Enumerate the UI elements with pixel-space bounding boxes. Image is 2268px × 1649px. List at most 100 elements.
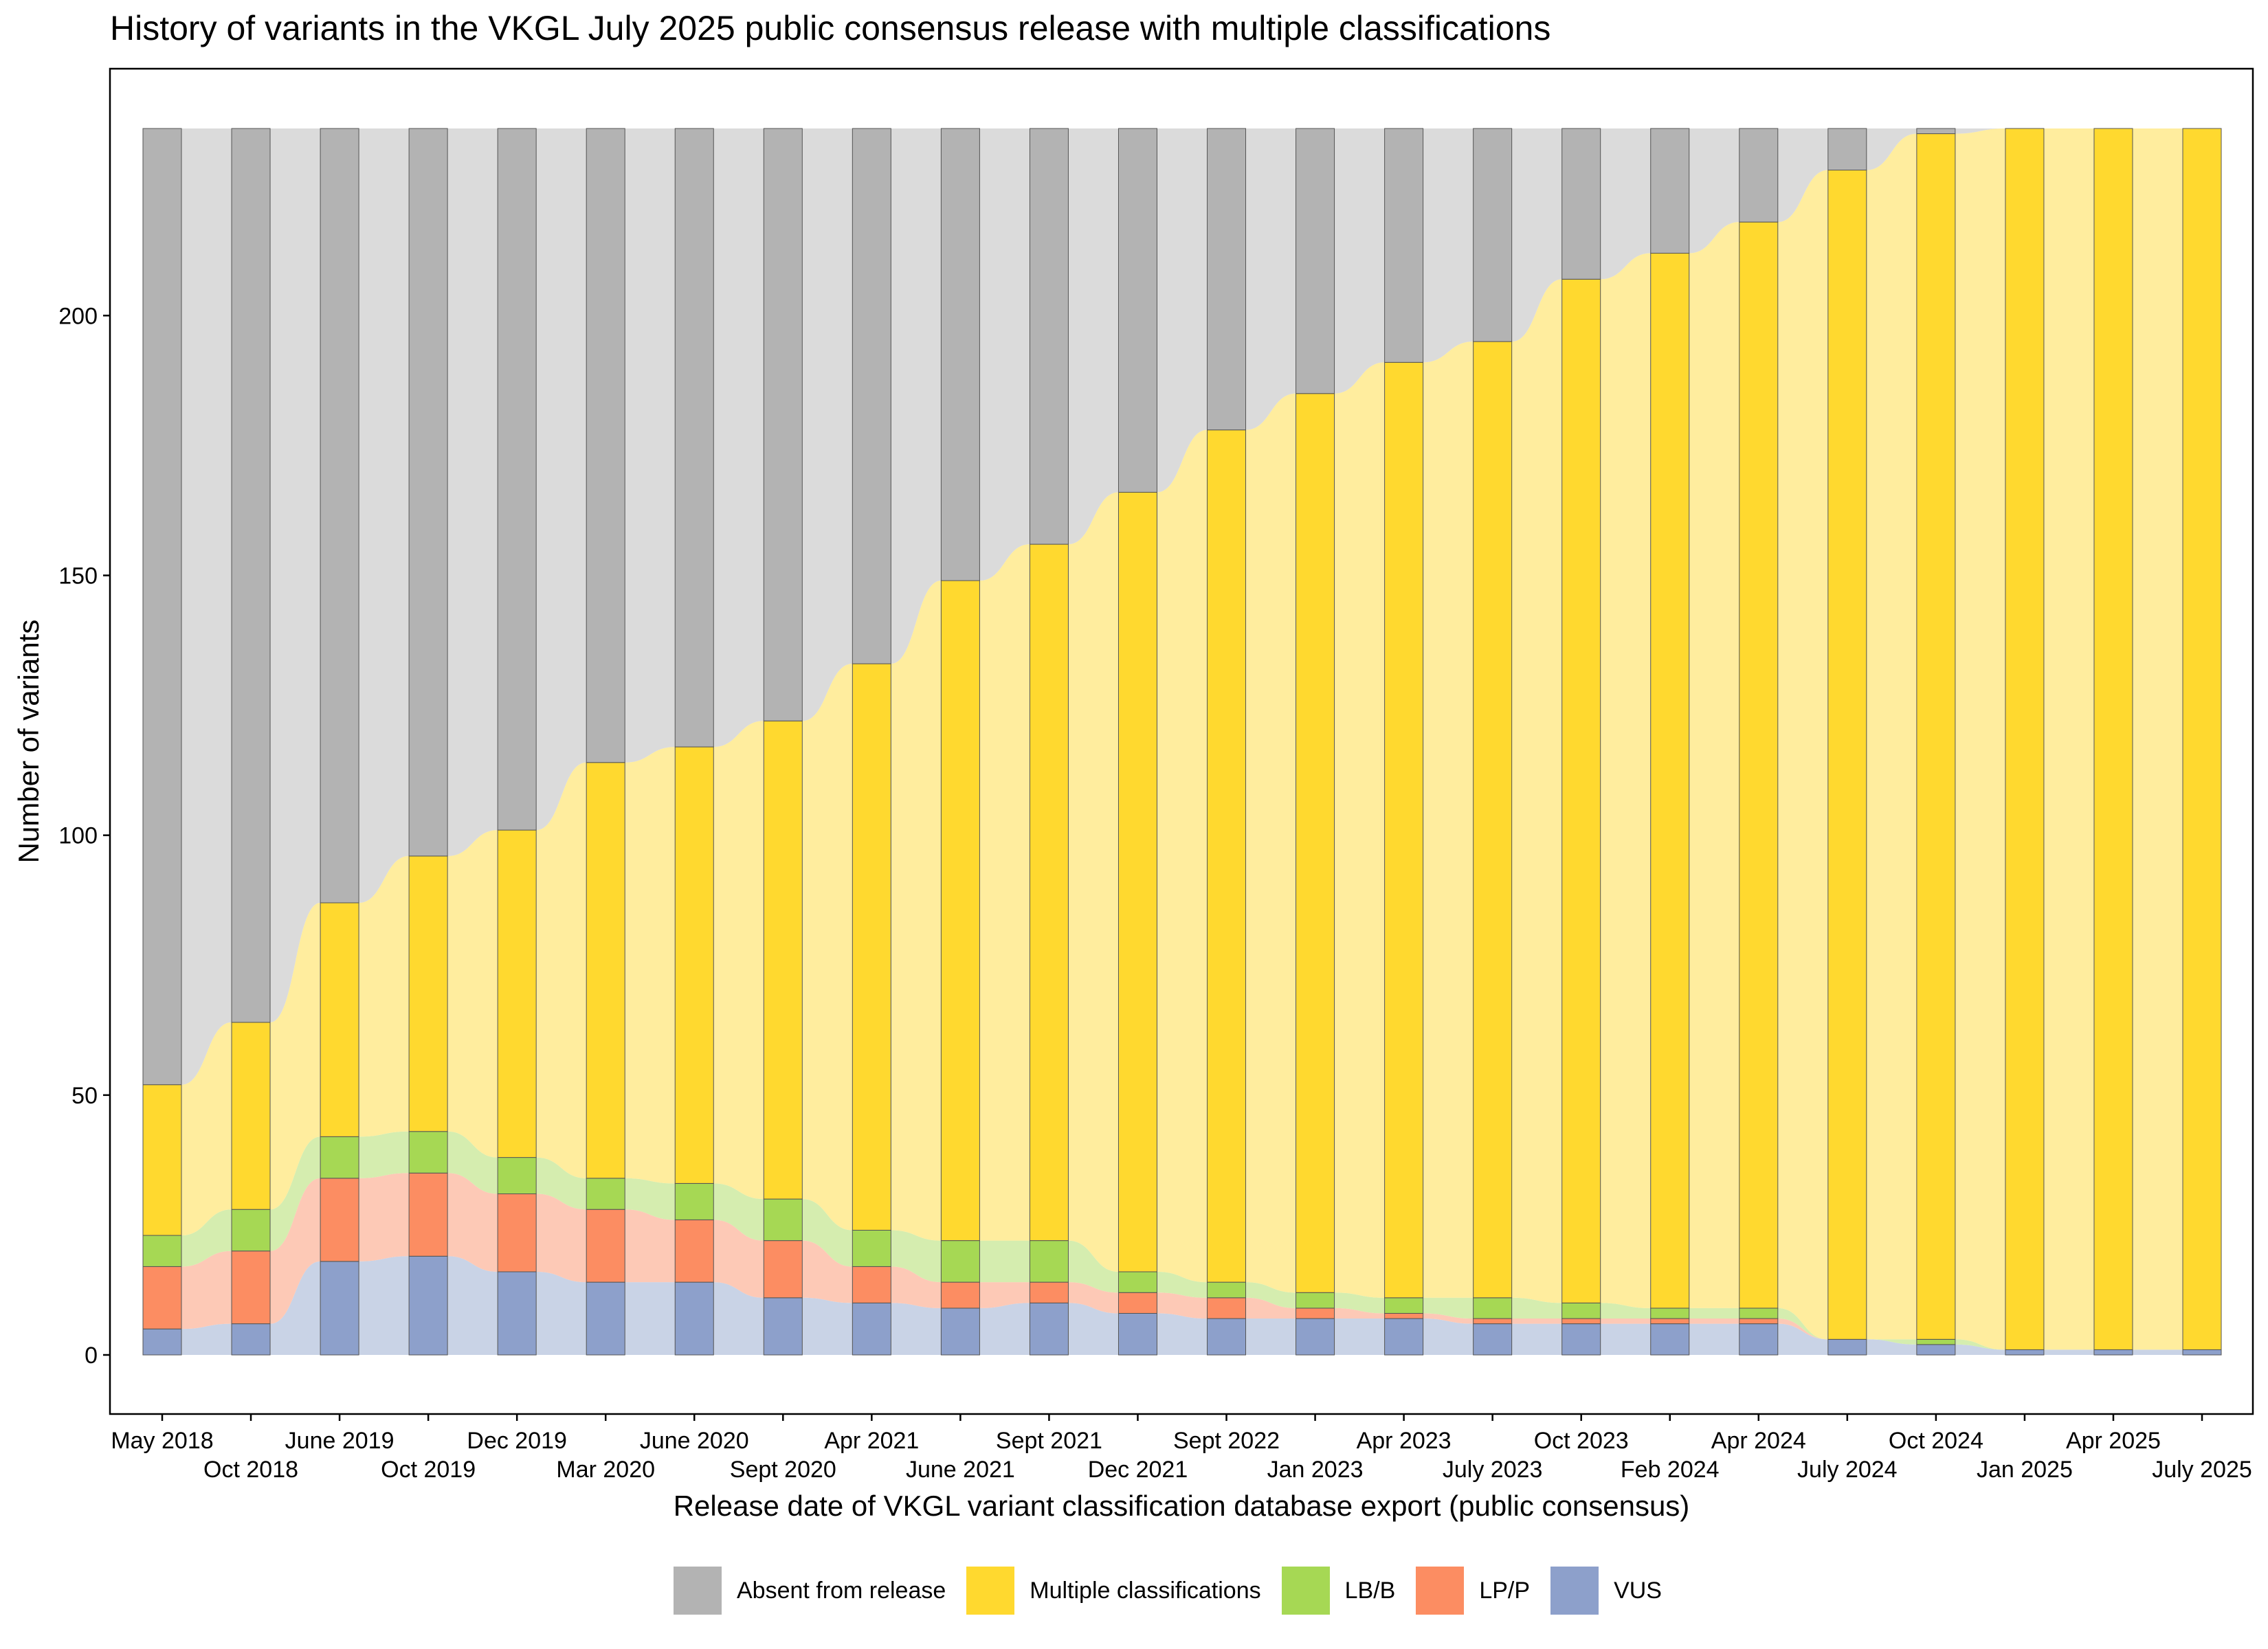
flow-multiple-classifications-6 — [713, 721, 764, 1200]
flow-vus-9 — [979, 1303, 1030, 1355]
flow-vus-8 — [891, 1303, 942, 1355]
x-tick-label-2: June 2019 — [285, 1428, 394, 1454]
flow-lb-b-15 — [1511, 1297, 1562, 1319]
bar-multiple-classifications-21 — [2005, 128, 2045, 1350]
bar-vus-4 — [497, 1271, 537, 1356]
bar-vus-22 — [2093, 1349, 2133, 1356]
bar-lb-b-11 — [1118, 1271, 1157, 1293]
bar-absent-from-release-1 — [231, 128, 271, 1023]
bar-lp-p-8 — [852, 1266, 891, 1303]
flow-vus-18 — [1777, 1323, 1828, 1355]
flow-lp-p-4 — [536, 1193, 587, 1283]
bar-vus-1 — [231, 1323, 271, 1356]
bar-multiple-classifications-17 — [1650, 253, 1690, 1309]
x-tick-label-22: Apr 2025 — [2066, 1428, 2161, 1454]
flow-vus-16 — [1600, 1323, 1651, 1355]
flow-absent-from-release-11 — [1157, 128, 1208, 493]
bar-vus-23 — [2182, 1349, 2222, 1356]
bar-lp-p-5 — [586, 1209, 625, 1283]
flow-vus-12 — [1245, 1319, 1296, 1355]
legend: Absent from release Multiple classificati… — [674, 1567, 1682, 1615]
x-tick-label-20: Oct 2024 — [1889, 1428, 1983, 1454]
x-tick-label-9: June 2021 — [906, 1457, 1015, 1483]
bar-multiple-classifications-20 — [1916, 133, 1956, 1340]
x-tick-label-18: Apr 2024 — [1711, 1428, 1806, 1454]
bar-lb-b-16 — [1561, 1302, 1601, 1319]
bar-lp-p-6 — [674, 1219, 714, 1283]
bar-multiple-classifications-4 — [497, 829, 537, 1158]
bar-vus-8 — [852, 1302, 891, 1356]
flow-multiple-classifications-9 — [979, 544, 1030, 1241]
flow-lb-b-9 — [979, 1240, 1030, 1283]
bar-absent-from-release-2 — [320, 128, 359, 904]
flow-lb-b-17 — [1689, 1308, 1739, 1319]
bar-multiple-classifications-11 — [1118, 491, 1157, 1272]
flow-lp-p-17 — [1689, 1319, 1739, 1324]
bar-lb-b-12 — [1207, 1281, 1247, 1299]
flow-multiple-classifications-13 — [1334, 362, 1385, 1298]
bar-multiple-classifications-14 — [1384, 361, 1424, 1299]
flow-lp-p-12 — [1245, 1297, 1296, 1319]
legend-item-lp-p: LP/P — [1416, 1567, 1530, 1615]
flow-vus-14 — [1423, 1319, 1474, 1355]
x-tick-label-12: Sept 2022 — [1173, 1428, 1280, 1454]
bar-absent-from-release-6 — [674, 128, 714, 748]
bar-multiple-classifications-9 — [940, 580, 980, 1242]
bar-absent-from-release-12 — [1207, 128, 1247, 431]
bar-vus-5 — [586, 1281, 625, 1356]
x-axis-title: Release date of VKGL variant classificat… — [674, 1490, 1690, 1522]
x-tick-label-1: Oct 2018 — [203, 1457, 298, 1483]
flow-vus-20 — [1955, 1344, 2005, 1355]
flow-absent-from-release-20 — [1955, 128, 2005, 134]
flow-vus-0 — [181, 1323, 232, 1355]
bar-lp-p-2 — [320, 1178, 359, 1262]
flow-lp-p-13 — [1334, 1308, 1385, 1319]
flow-lp-p-3 — [447, 1173, 498, 1272]
bar-lp-p-9 — [940, 1281, 980, 1309]
bar-vus-2 — [320, 1261, 359, 1356]
flow-absent-from-release-3 — [447, 128, 498, 856]
flow-multiple-classifications-3 — [447, 830, 498, 1158]
flow-layer — [181, 128, 2183, 1355]
legend-swatch-lp-p — [1416, 1567, 1465, 1615]
bar-vus-14 — [1384, 1318, 1424, 1356]
x-tick-label-13: Jan 2023 — [1267, 1457, 1364, 1483]
flow-vus-2 — [359, 1256, 410, 1355]
flow-lp-p-11 — [1157, 1292, 1208, 1319]
x-tick-label-7: Sept 2020 — [730, 1457, 836, 1483]
flow-absent-from-release-7 — [802, 128, 853, 721]
flow-lb-b-5 — [625, 1178, 676, 1220]
x-tick-label-5: Mar 2020 — [556, 1457, 655, 1483]
flow-absent-from-release-8 — [891, 128, 942, 664]
flow-vus-22 — [2132, 1349, 2183, 1355]
flow-multiple-classifications-8 — [891, 581, 942, 1241]
flow-lp-p-10 — [1068, 1282, 1119, 1314]
flow-lb-b-16 — [1600, 1303, 1651, 1319]
x-tick-label-11: Dec 2021 — [1088, 1457, 1188, 1483]
bar-lp-p-16 — [1561, 1318, 1601, 1325]
bar-lp-p-18 — [1739, 1318, 1779, 1325]
x-tick-label-14: Apr 2023 — [1357, 1428, 1452, 1454]
x-tick-label-3: Oct 2019 — [381, 1457, 476, 1483]
flow-vus-11 — [1157, 1313, 1208, 1355]
bar-absent-from-release-9 — [940, 128, 980, 581]
legend-item-lb-b: LB/B — [1281, 1567, 1395, 1615]
flow-multiple-classifications-12 — [1245, 393, 1296, 1293]
x-tick-label-4: Dec 2019 — [467, 1428, 567, 1454]
flow-absent-from-release-6 — [713, 128, 764, 748]
flow-lp-p-16 — [1600, 1319, 1651, 1324]
flow-lp-p-6 — [713, 1220, 764, 1298]
bar-multiple-classifications-13 — [1296, 393, 1335, 1293]
flow-multiple-classifications-14 — [1423, 341, 1474, 1298]
bar-vus-18 — [1739, 1323, 1779, 1356]
y-tick-label-1: 50 — [71, 1083, 98, 1109]
x-tick-label-23: July 2025 — [2152, 1457, 2252, 1483]
flow-lb-b-20 — [1955, 1339, 2005, 1350]
bar-lb-b-9 — [940, 1240, 980, 1283]
bar-vus-19 — [1827, 1338, 1867, 1356]
flow-absent-from-release-17 — [1689, 128, 1739, 254]
bar-lb-b-17 — [1650, 1308, 1690, 1319]
flow-lp-p-7 — [802, 1240, 853, 1303]
bar-multiple-classifications-2 — [320, 902, 359, 1137]
